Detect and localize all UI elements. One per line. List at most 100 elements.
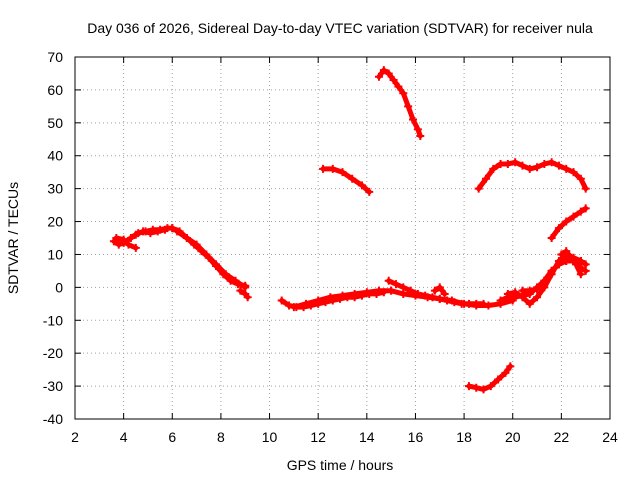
data-series bbox=[109, 66, 590, 394]
y-tick-label: 0 bbox=[55, 279, 63, 295]
data-point bbox=[348, 174, 357, 183]
y-tick-label: -20 bbox=[43, 345, 63, 361]
data-point bbox=[173, 227, 182, 236]
data-point bbox=[202, 250, 211, 259]
data-point bbox=[503, 289, 512, 298]
data-point bbox=[562, 217, 571, 226]
data-point bbox=[236, 286, 245, 295]
series-seg-m bbox=[430, 283, 449, 298]
data-point bbox=[212, 260, 221, 269]
x-tick-label: 18 bbox=[456, 429, 472, 445]
data-point bbox=[409, 115, 418, 124]
data-point bbox=[501, 368, 510, 377]
data-point bbox=[399, 89, 408, 98]
data-point bbox=[518, 161, 527, 170]
data-point bbox=[525, 299, 534, 308]
data-point bbox=[399, 289, 408, 298]
y-tick-label: -30 bbox=[43, 378, 63, 394]
data-point bbox=[328, 164, 337, 173]
data-point bbox=[394, 82, 403, 91]
y-tick-label: 40 bbox=[47, 148, 63, 164]
data-point bbox=[562, 257, 571, 266]
x-tick-label: 12 bbox=[310, 429, 326, 445]
data-point bbox=[581, 204, 590, 213]
series-seg-o bbox=[474, 158, 590, 193]
data-point bbox=[496, 159, 505, 168]
data-point bbox=[289, 303, 298, 312]
data-point bbox=[435, 294, 444, 303]
data-point bbox=[338, 168, 347, 177]
data-point bbox=[567, 253, 576, 262]
data-point bbox=[387, 286, 396, 295]
data-point bbox=[571, 260, 580, 269]
series-seg-l bbox=[387, 286, 517, 310]
data-point bbox=[547, 234, 556, 242]
series-seg-s bbox=[547, 204, 590, 242]
data-point bbox=[435, 283, 444, 292]
y-tick-labels: -40 -30 -20 -10 0 10 20 30 40 50 60 70 bbox=[43, 49, 63, 427]
data-point bbox=[114, 240, 123, 249]
data-point bbox=[423, 293, 432, 302]
x-tick-label: 10 bbox=[262, 429, 278, 445]
data-point bbox=[231, 276, 240, 285]
data-point bbox=[126, 234, 135, 242]
data-point bbox=[404, 102, 413, 111]
data-point bbox=[569, 212, 578, 221]
x-tick-label: 14 bbox=[359, 429, 375, 445]
series-seg-j bbox=[374, 66, 425, 140]
data-point bbox=[326, 293, 335, 302]
data-point bbox=[430, 286, 439, 295]
data-point bbox=[112, 234, 121, 242]
x-tick-label: 6 bbox=[168, 429, 176, 445]
x-tick-label: 24 bbox=[602, 429, 618, 445]
data-point bbox=[554, 260, 563, 269]
data-point bbox=[146, 229, 155, 238]
data-point bbox=[285, 301, 293, 310]
data-point bbox=[525, 286, 534, 295]
data-point bbox=[362, 288, 371, 297]
y-tick-label: 30 bbox=[47, 181, 63, 197]
data-point bbox=[533, 163, 542, 172]
series-seg-b bbox=[112, 234, 140, 252]
x-tick-label: 22 bbox=[554, 429, 570, 445]
plot-frame bbox=[74, 56, 611, 420]
x-tick-label: 20 bbox=[505, 429, 521, 445]
y-tick-label: 60 bbox=[47, 82, 63, 98]
data-point bbox=[481, 174, 490, 183]
data-point bbox=[484, 301, 493, 310]
data-point bbox=[460, 299, 469, 308]
x-axis-label: GPS time / hours bbox=[287, 457, 394, 473]
data-point bbox=[503, 159, 512, 168]
data-point bbox=[554, 224, 563, 233]
x-tick-label: 4 bbox=[120, 429, 128, 445]
data-point bbox=[557, 250, 566, 259]
data-point bbox=[182, 234, 191, 242]
data-point bbox=[525, 164, 534, 173]
data-point bbox=[547, 266, 556, 275]
data-point bbox=[302, 299, 311, 308]
data-point bbox=[160, 225, 169, 234]
data-point bbox=[447, 296, 456, 305]
data-point bbox=[389, 76, 398, 85]
y-axis-label: SDTVAR / TECUs bbox=[5, 182, 21, 294]
series-seg-n bbox=[464, 362, 515, 394]
y-tick-label: -40 bbox=[43, 411, 63, 427]
x-tick-labels: 2 4 6 8 10 12 14 16 18 20 22 24 bbox=[71, 429, 618, 445]
data-point bbox=[547, 158, 556, 167]
data-point bbox=[379, 66, 388, 75]
series-seg-t bbox=[557, 247, 585, 279]
data-point bbox=[243, 293, 252, 302]
data-point bbox=[131, 243, 140, 252]
data-point bbox=[413, 125, 422, 134]
x-tick-label: 2 bbox=[71, 429, 79, 445]
y-tick-label: 10 bbox=[47, 246, 63, 262]
data-point bbox=[416, 131, 425, 140]
data-point bbox=[474, 184, 483, 193]
data-point bbox=[511, 158, 520, 167]
series-seg-f bbox=[236, 286, 252, 302]
grid-lines bbox=[75, 57, 610, 419]
axis-ticks bbox=[74, 56, 611, 420]
y-tick-label: 70 bbox=[47, 49, 63, 65]
